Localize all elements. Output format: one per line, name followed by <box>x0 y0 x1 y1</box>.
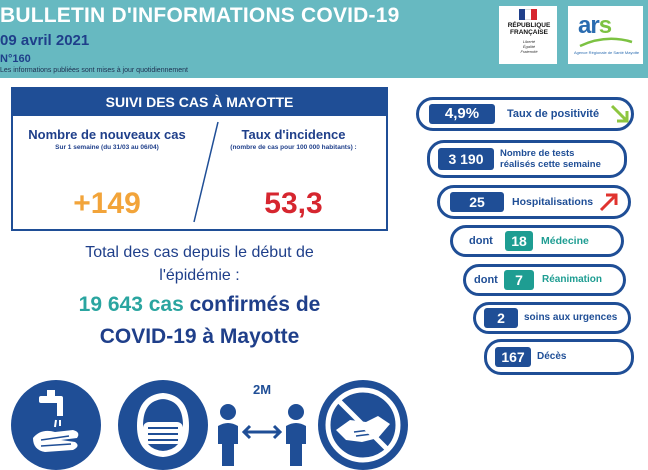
tests-label: Nombre de tests réalisés cette semaine <box>500 148 601 170</box>
reanimation-label: Réanimation <box>542 274 603 285</box>
case-tracking-box: SUIVI DES CAS À MAYOTTE Nombre de nouvea… <box>11 87 388 231</box>
ars-wordmark: ars <box>578 12 612 39</box>
new-cases-label: Nombre de nouveaux cas <box>28 127 186 142</box>
hospitalisations-label: Hospitalisations <box>512 196 594 208</box>
reanimation-pill: dont 7 Réanimation <box>463 264 626 296</box>
distance-label: 2M <box>253 382 271 397</box>
medecine-pill: dont 18 Médecine <box>450 225 624 257</box>
incidence-value: 53,3 <box>264 187 323 220</box>
update-note: Les informations publiées sont mises à j… <box>0 67 188 74</box>
header-banner: BULLETIN D'INFORMATIONS COVID-19 09 avri… <box>0 0 648 78</box>
no-handshake-icon <box>318 380 408 470</box>
new-cases-value: +149 <box>73 187 141 220</box>
total-count-line: 19 643 cas confirmés de <box>78 293 321 316</box>
medecine-value: 18 <box>505 231 533 251</box>
deces-pill: 167 Décès <box>484 339 634 375</box>
urgences-value: 2 <box>484 308 518 328</box>
new-cases-period: Sur 1 semaine (du 31/03 au 06/04) <box>55 144 159 151</box>
rf-motto: Liberté Égalité Fraternité <box>520 39 538 54</box>
tests-pill: 3 190 Nombre de tests réalisés cette sem… <box>427 140 627 178</box>
tests-value: 3 190 <box>438 148 494 170</box>
ars-logo: ars Agence Régionale de Santé Mayotte <box>568 6 643 64</box>
case-tracking-title: SUIVI DES CAS À MAYOTTE <box>13 89 386 116</box>
total-text-line2: l'épidémie : <box>159 267 240 284</box>
ars-swoosh-icon <box>579 37 633 48</box>
incidence-note: (nombre de cas pour 100 000 habitants) : <box>230 144 357 151</box>
positivity-value: 4,9% <box>429 104 495 124</box>
bulletin-title: BULLETIN D'INFORMATIONS COVID-19 <box>0 4 400 27</box>
republique-francaise-logo: RÉPUBLIQUE FRANÇAISE Liberté Égalité Fra… <box>499 6 557 64</box>
bulletin-date: 09 avril 2021 <box>0 32 90 49</box>
positivity-label: Taux de positivité <box>507 108 600 120</box>
rf-name: RÉPUBLIQUE FRANÇAISE <box>507 22 551 36</box>
medecine-prefix: dont <box>469 235 493 247</box>
deces-label: Décès <box>537 351 567 362</box>
reanimation-value: 7 <box>504 270 534 290</box>
reanimation-prefix: dont <box>474 274 498 286</box>
medecine-label: Médecine <box>541 235 589 247</box>
hospitalisations-pill: 25 Hospitalisations <box>437 185 631 219</box>
bulletin-number: N°160 <box>0 53 31 65</box>
trend-up-arrow-icon <box>599 193 618 212</box>
incidence-column: Taux d'incidence (nombre de cas pour 100… <box>201 127 386 151</box>
french-flag-icon <box>519 9 537 20</box>
urgences-pill: 2 soins aux urgences <box>473 302 631 334</box>
total-text-line1: Total des cas depuis le début de <box>85 244 314 261</box>
new-cases-column: Nombre de nouveaux cas Sur 1 semaine (du… <box>13 127 201 151</box>
hospitalisations-value: 25 <box>450 192 504 212</box>
total-text-line4: COVID-19 à Mayotte <box>99 325 300 348</box>
mask-icon <box>118 380 208 470</box>
diagonal-divider <box>193 121 219 223</box>
incidence-label: Taux d'incidence <box>241 127 346 142</box>
total-count: 19 643 cas <box>78 293 184 316</box>
social-distancing-icon: 2M <box>218 382 306 466</box>
deces-value: 167 <box>495 347 531 367</box>
trend-down-arrow-icon <box>610 104 629 123</box>
urgences-label: soins aux urgences <box>524 312 618 323</box>
handwashing-icon <box>11 380 101 470</box>
ars-subtitle: Agence Régionale de Santé Mayotte <box>574 50 640 55</box>
positivity-pill: 4,9% Taux de positivité <box>416 97 634 131</box>
